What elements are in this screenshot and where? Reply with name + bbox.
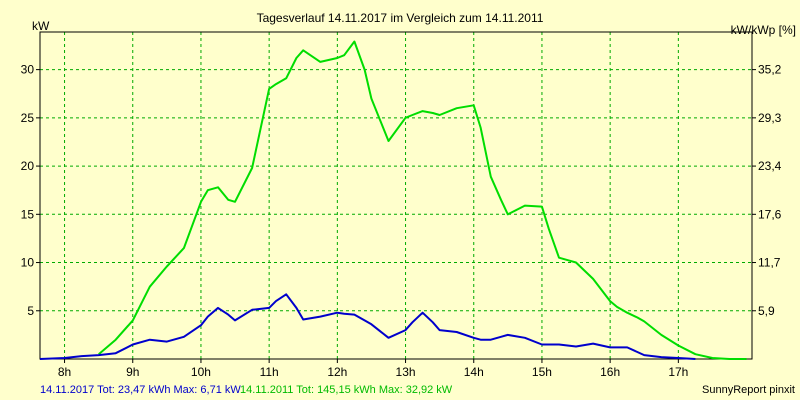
y-tick-label-left: 30	[21, 63, 35, 77]
footer-series-2011-summary: 14.11.2011 Tot: 145,15 kWh Max: 32,92 kW	[240, 384, 453, 396]
y-tick-label-right: 29,3	[758, 111, 782, 125]
y-tick-label-right: 35,2	[758, 63, 782, 77]
x-tick-label: 9h	[126, 365, 139, 379]
x-tick-label: 11h	[260, 365, 279, 379]
y-tick-label-right: 11,7	[758, 256, 781, 270]
footer-series-2017-summary: 14.11.2017 Tot: 23,47 kWh Max: 6,71 kW	[40, 384, 241, 396]
x-tick-label: 17h	[668, 365, 688, 379]
plot-frame	[39, 31, 753, 360]
y-tick-label-left: 25	[21, 111, 35, 125]
x-tick-label: 13h	[396, 365, 416, 379]
y-tick-label-left: 15	[21, 207, 35, 221]
x-tick-label: 12h	[327, 365, 347, 379]
series-line-2011	[98, 40, 747, 360]
y-tick-label-right: 17,6	[758, 207, 782, 221]
x-tick-label: 10h	[191, 365, 211, 379]
tick-labels: 8h 9h 10h 11h 12h 13h 14h 15h 16h 17h 5 5,9 10 11,7 15…	[21, 63, 782, 379]
grid	[40, 32, 752, 359]
chart-title: Tagesverlauf 14.11.2017 im Vergleich zum…	[257, 11, 544, 25]
y-axis-label-right: kW/kWp [%]	[731, 23, 796, 37]
y-tick-label-left: 5	[27, 304, 34, 318]
footer-credit: SunnyReport pinxit	[702, 384, 795, 396]
series-group	[39, 40, 747, 360]
y-axis-label-left: kW	[32, 19, 50, 33]
series-line-2017	[39, 293, 696, 360]
x-tick-label: 15h	[532, 365, 552, 379]
y-tick-label-right: 23,4	[758, 159, 782, 173]
y-tick-label-left: 10	[21, 256, 35, 270]
y-tick-label-left: 20	[21, 159, 35, 173]
axes	[36, 31, 756, 363]
y-tick-label-right: 5,9	[758, 304, 775, 318]
x-tick-label: 8h	[58, 365, 71, 379]
x-tick-label: 14h	[464, 365, 484, 379]
x-tick-label: 16h	[600, 365, 620, 379]
